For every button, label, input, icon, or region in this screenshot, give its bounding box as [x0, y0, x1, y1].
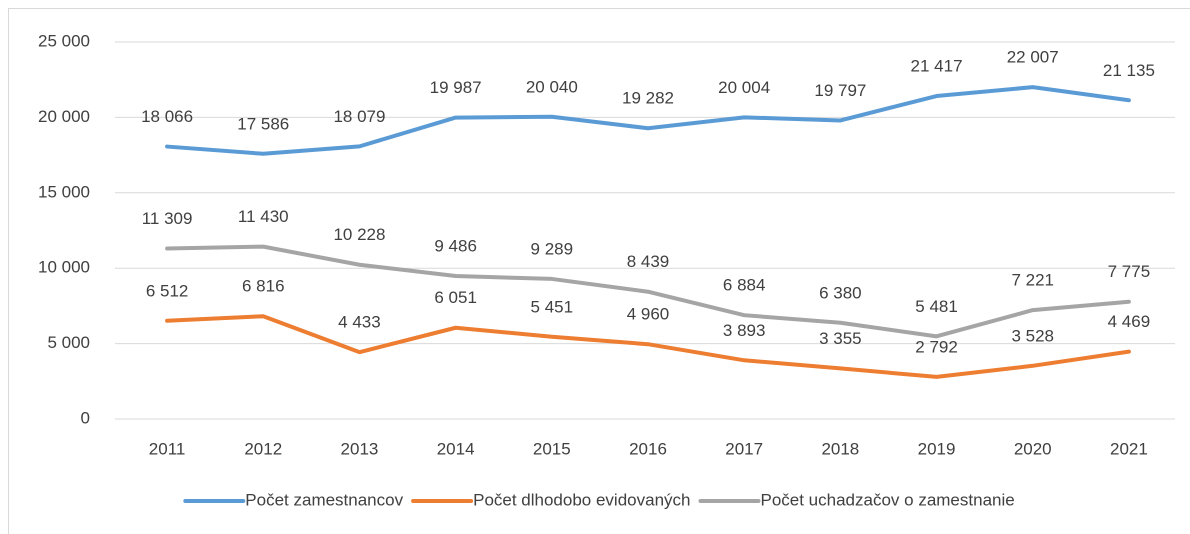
data-label: 2 792	[915, 337, 958, 356]
data-label: 10 228	[333, 225, 385, 244]
data-label: 7 775	[1108, 262, 1151, 281]
data-label: 21 135	[1103, 61, 1155, 80]
data-label: 20 004	[718, 78, 770, 97]
data-label: 6 816	[242, 277, 285, 296]
legend: Počet zamestnancov Počet dlhodobo evidova…	[183, 490, 1015, 509]
series-line	[165, 314, 1131, 379]
data-label: 3 528	[1011, 326, 1054, 345]
data-label: 4 960	[627, 305, 670, 324]
y-tick-label: 0	[81, 408, 90, 427]
legend-label: Počet zamestnancov	[245, 490, 403, 509]
x-tick-label: 2014	[437, 439, 475, 458]
data-label: 5 451	[531, 297, 574, 316]
legend-item: Počet zamestnancov	[183, 490, 404, 509]
x-tick-label: 2020	[1014, 439, 1052, 458]
data-label: 9 486	[434, 236, 477, 255]
data-label: 19 987	[430, 78, 482, 97]
data-label: 18 066	[141, 107, 193, 126]
data-label: 4 469	[1108, 312, 1151, 331]
legend-label: Počet uchadzačov o zamestnanie	[760, 490, 1014, 509]
y-tick-label: 25 000	[38, 31, 90, 50]
data-label: 4 433	[338, 313, 381, 332]
data-label: 5 481	[915, 297, 958, 316]
data-label: 11 430	[238, 207, 289, 226]
x-tick-label: 2021	[1110, 439, 1148, 458]
data-label: 22 007	[1007, 48, 1059, 67]
data-label: 21 417	[911, 57, 963, 76]
data-label: 6 884	[723, 276, 766, 295]
x-tick-label: 2013	[341, 439, 379, 458]
series-line	[165, 85, 1131, 156]
x-tick-label: 2017	[725, 439, 763, 458]
data-label: 19 282	[622, 89, 674, 108]
legend-label: Počet dlhodobo evidovaných	[473, 490, 690, 509]
chart-frame	[8, 8, 1190, 534]
data-label: 9 289	[531, 239, 574, 258]
y-tick-label: 10 000	[38, 258, 90, 277]
x-tick-label: 2015	[533, 439, 571, 458]
data-label: 17 586	[237, 114, 289, 133]
data-label: 6 380	[819, 283, 862, 302]
x-tick-label: 2012	[244, 439, 282, 458]
series-line	[165, 244, 1131, 339]
y-tick-label: 15 000	[38, 182, 90, 201]
data-label: 20 040	[526, 77, 578, 96]
data-label: 19 797	[814, 81, 866, 100]
y-tick-label: 20 000	[38, 107, 90, 126]
data-label: 3 893	[723, 321, 766, 340]
data-label: 7 221	[1011, 271, 1054, 290]
data-label: 8 439	[627, 252, 670, 271]
x-tick-label: 2016	[629, 439, 667, 458]
x-tick-label: 2018	[821, 439, 859, 458]
data-label: 6 512	[146, 281, 189, 300]
data-label: 6 051	[434, 288, 477, 307]
data-label: 3 355	[819, 329, 862, 348]
data-label: 11 309	[142, 209, 193, 228]
x-tick-label: 2011	[149, 439, 186, 458]
data-label: 18 079	[333, 107, 385, 126]
y-tick-label: 5 000	[47, 333, 90, 352]
legend-item: Počet uchadzačov o zamestnanie	[698, 490, 1015, 509]
legend-item: Počet dlhodobo evidovaných	[411, 490, 690, 509]
x-tick-label: 2019	[918, 439, 956, 458]
